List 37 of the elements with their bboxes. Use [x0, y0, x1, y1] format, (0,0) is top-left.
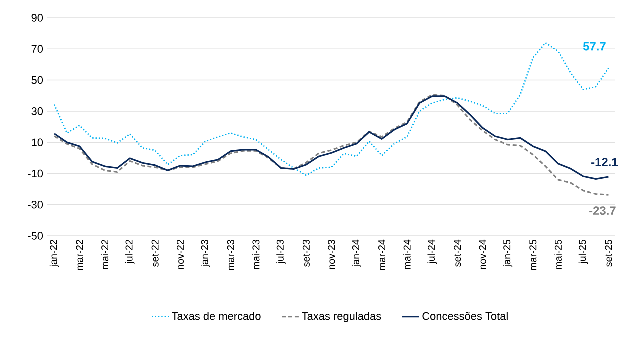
legend-label: Taxas de mercado [172, 312, 261, 320]
x-tick-label: mai-22 [101, 240, 109, 270]
x-tick-label: mar-22 [76, 240, 84, 270]
x-tick-label: jul-22 [125, 240, 135, 264]
x-tick-label: nov-22 [176, 240, 184, 270]
x-tick-label: set-25 [605, 240, 612, 267]
y-tick-label: -10 [28, 170, 44, 178]
x-tick-label: jan-22 [50, 240, 60, 268]
x-tick-label: jan-23 [201, 240, 210, 268]
legend-label: Taxas reguladas [302, 312, 382, 322]
x-tick-label: nov-24 [479, 240, 486, 270]
y-tick-label: 10 [32, 138, 44, 146]
x-tick-label: mai-24 [404, 240, 411, 270]
x-tick-label: jul-25 [578, 240, 588, 264]
x-tick-label: mai-23 [252, 240, 260, 270]
x-tick-label: mar-23 [227, 240, 234, 270]
x-tick-label: mai-25 [554, 240, 562, 270]
annotation: -23.7 [590, 206, 616, 216]
x-tick-label: mar-25 [530, 240, 537, 270]
x-tick-label: jan-24 [352, 240, 362, 268]
x-tick-label: set-24 [454, 240, 462, 267]
legend-label: Concessões Total [422, 312, 508, 320]
x-tick-label: mar-24 [378, 240, 386, 270]
y-tick-label: 50 [32, 76, 44, 84]
x-tick-label: nov-23 [328, 240, 336, 270]
y-tick-label: 30 [32, 108, 44, 116]
x-tick-label: jan-25 [503, 240, 513, 268]
y-tick-label: 90 [32, 14, 44, 22]
y-tick-label: -50 [28, 232, 44, 240]
x-tick-label: jul-24 [428, 240, 438, 264]
y-tick-label: -30 [28, 200, 44, 209]
annotation: -12.1 [592, 158, 618, 166]
y-tick-label: 70 [32, 45, 44, 54]
annotation: 57.7 [583, 42, 606, 51]
x-tick-label: jul-23 [276, 240, 286, 264]
x-tick-label: set-22 [152, 240, 159, 267]
x-tick-label: set-23 [302, 240, 310, 267]
